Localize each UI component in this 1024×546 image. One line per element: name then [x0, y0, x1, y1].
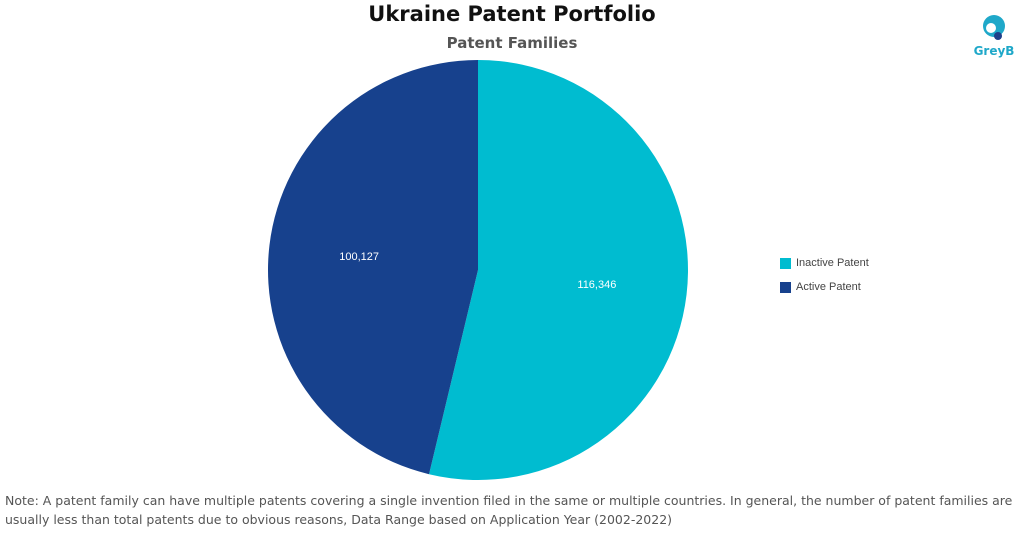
- pie-slices: [267, 60, 688, 480]
- footnote: Note: A patent family can have multiple …: [5, 493, 1013, 527]
- greyb-logo-text: GreyB: [973, 44, 1015, 58]
- legend-item-inactive: Inactive Patent: [780, 251, 869, 275]
- pie-data-label-active: 100,127: [339, 251, 379, 263]
- chart-legend: Inactive Patent Active Patent: [780, 251, 869, 299]
- greyb-logo-icon: [983, 15, 1005, 40]
- pie-slice-inactive: [429, 60, 688, 480]
- chart-subtitle: Patent Families: [446, 34, 578, 52]
- pie-data-label-inactive: 116,346: [577, 279, 616, 291]
- legend-item-active: Active Patent: [780, 275, 869, 299]
- pie-slice-active: [267, 60, 478, 475]
- greyb-logo: GreyB: [968, 8, 1020, 64]
- pie-data-labels: 116,346 100,127: [339, 251, 616, 291]
- legend-swatch-inactive: [780, 257, 791, 269]
- legend-swatch-active: [780, 281, 791, 293]
- legend-label-active: Active Patent: [796, 281, 861, 293]
- chart-title: Ukraine Patent Portfolio: [368, 2, 656, 26]
- legend-label-inactive: Inactive Patent: [796, 257, 869, 269]
